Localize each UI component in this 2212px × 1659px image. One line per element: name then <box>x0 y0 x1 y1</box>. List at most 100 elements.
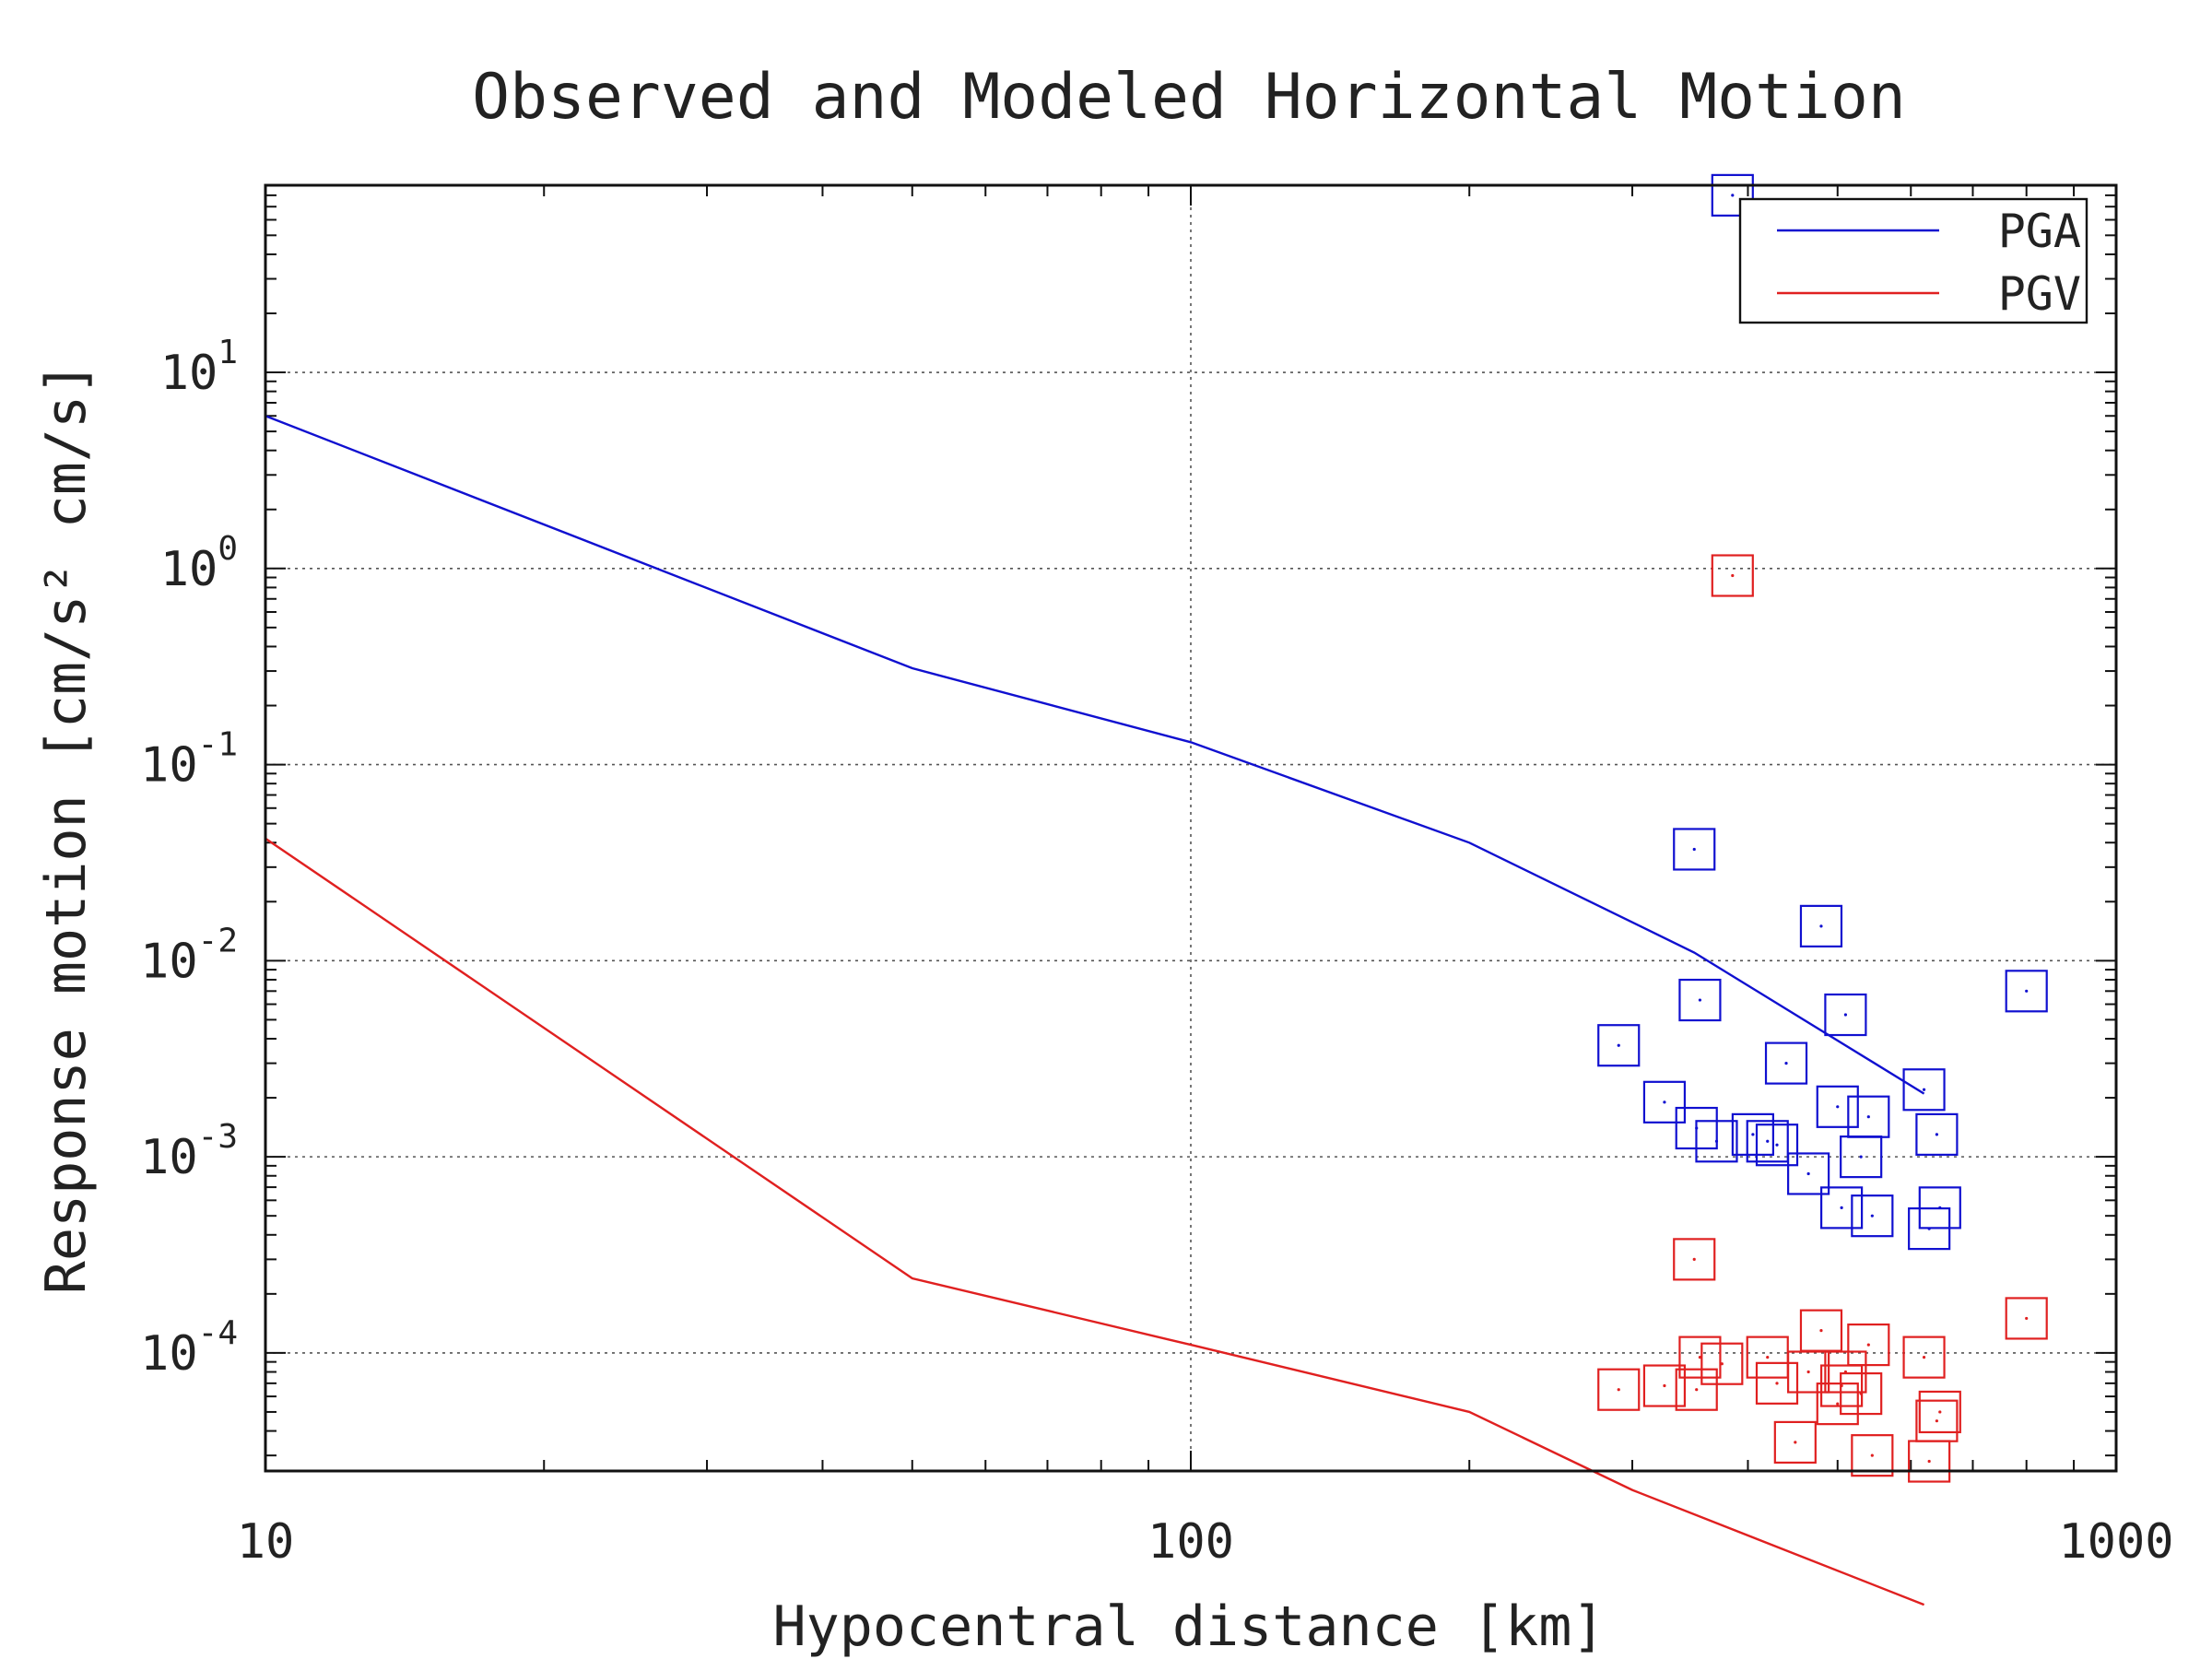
pga-observed-point <box>1787 1152 1830 1195</box>
pgv-observed-center <box>1859 1392 1863 1395</box>
pgv-observed-center <box>1766 1356 1770 1359</box>
pga-observed-point <box>1642 1080 1687 1124</box>
y-tick-label: 10-2 <box>140 922 238 989</box>
pga-observed-point <box>1902 1068 1946 1112</box>
pgv-observed-point <box>1773 1420 1817 1465</box>
pgv-observed-point <box>1755 1361 1799 1405</box>
pgv-observed-center <box>1806 1370 1810 1374</box>
pgv-observed-center <box>1938 1410 1942 1414</box>
y-tick-exponent: 0 <box>218 530 238 568</box>
pga-observed-point <box>1824 993 1867 1037</box>
y-tick-exponent: 1 <box>218 334 238 371</box>
y-tick-label: 10-4 <box>140 1314 238 1382</box>
pgv-observed-point <box>2005 1297 2048 1340</box>
pga-observed-point <box>1820 1186 1864 1230</box>
y-tick-exponent: -1 <box>198 726 238 764</box>
pgv-observed-center <box>1870 1453 1874 1457</box>
pgv-observed-center <box>1775 1382 1779 1385</box>
x-tick-labels: 10 100 1000 <box>237 1514 2174 1570</box>
y-tick-base: 10 <box>160 346 218 401</box>
pga-observed-center <box>1775 1143 1779 1147</box>
pga-observed-center <box>2025 989 2029 993</box>
pga-observed-center <box>1819 924 1823 928</box>
pga-observed-point <box>1678 978 1722 1022</box>
pga-observed-point <box>1816 1085 1859 1128</box>
pgv-observed-center <box>1836 1402 1840 1406</box>
pgv-observed-center <box>1819 1329 1823 1333</box>
pgv-observed-point <box>1642 1364 1687 1407</box>
pgv-observed-center <box>1922 1356 1926 1359</box>
y-tick-base: 10 <box>140 1326 198 1382</box>
pga-observed-point <box>1746 1120 1789 1163</box>
pga-observed-center <box>1731 194 1735 197</box>
x-tick-label: 100 <box>1147 1514 1234 1570</box>
pga-observed-center <box>1692 847 1696 852</box>
y-tick-label: 100 <box>160 530 238 597</box>
pga-observed-point <box>1695 1120 1738 1163</box>
pgv-model-line <box>265 837 1925 1606</box>
pga-observed-center <box>1663 1100 1666 1104</box>
y-tick-label: 101 <box>160 334 238 401</box>
pga-observed-center <box>1698 998 1702 1002</box>
pga-observed-center <box>1859 1155 1863 1159</box>
pgv-observed-point <box>1678 1335 1722 1379</box>
y-tick-base: 10 <box>160 542 218 597</box>
pga-observed-center <box>1866 1115 1870 1119</box>
pgv-observed-center <box>1866 1343 1870 1347</box>
pgv-observed-center <box>1617 1388 1620 1392</box>
pga-observed-point <box>1597 1024 1641 1067</box>
pga-observed-center <box>1836 1105 1840 1109</box>
pga-observed-point <box>1847 1095 1890 1138</box>
y-tick-exponent: -2 <box>198 922 238 959</box>
pga-observed-point <box>1755 1124 1799 1167</box>
pga-observed-center <box>1938 1206 1942 1209</box>
pgv-observed-point <box>1918 1390 1961 1434</box>
grid <box>265 185 2116 1471</box>
pga-observed-center <box>1766 1139 1770 1143</box>
pga-observed-center <box>1843 1013 1848 1017</box>
pgv-observed-point <box>1915 1399 1959 1442</box>
x-axis-label: Hypocentral distance [km] <box>772 1594 1605 1659</box>
y-tick-label: 10-1 <box>140 726 238 794</box>
pgv-observed-center <box>1663 1383 1666 1388</box>
pga-observed-center <box>1784 1062 1788 1065</box>
pgv-observed-center <box>1927 1459 1931 1464</box>
pga-observed-point <box>1764 1041 1808 1085</box>
y-tick-exponent: -3 <box>198 1118 238 1156</box>
pga-observed-center <box>1922 1088 1926 1091</box>
pga-observed-center <box>1935 1133 1939 1136</box>
pga-observed-point <box>1673 828 1716 871</box>
pgv-observed-point <box>1840 1371 1883 1416</box>
chart-title: Observed and Modeled Horizontal Motion <box>472 61 1906 134</box>
pga-observed-point <box>1851 1194 1894 1238</box>
pga-observed-center <box>1714 1139 1719 1143</box>
pga-observed-point <box>1799 904 1843 947</box>
pgv-observed-point <box>1675 1368 1718 1411</box>
pgv-observed-point <box>1902 1335 1946 1379</box>
pgv-observed-point <box>1673 1238 1716 1281</box>
pga-model-line <box>265 415 1925 1095</box>
pga-observed-point <box>1711 173 1754 217</box>
x-tick-label: 10 <box>237 1514 295 1570</box>
pgv-observed-point <box>1847 1323 1890 1367</box>
legend-pga-label: PGA <box>1998 205 2081 258</box>
pga-observed-center <box>1840 1206 1843 1209</box>
pga-observed-center <box>1617 1043 1620 1047</box>
pgv-observed-point <box>1700 1342 1744 1385</box>
pgv-observed-point <box>1816 1382 1859 1426</box>
y-tick-exponent: -4 <box>198 1314 238 1352</box>
pgv-observed-point <box>1597 1368 1641 1411</box>
pga-observed-center <box>1870 1214 1874 1218</box>
pga-observed-point <box>2005 970 2048 1013</box>
y-tick-label: 10-3 <box>140 1118 238 1185</box>
pgv-observed-center <box>1794 1441 1797 1444</box>
pgv-observed-center <box>2025 1316 2029 1321</box>
pgv-observed-point <box>1711 554 1754 597</box>
x-tick-label: 1000 <box>2058 1514 2173 1570</box>
y-axis-label: Response motion [cm/s² cm/s] <box>34 362 99 1294</box>
pgv-observed-center <box>1695 1388 1699 1392</box>
pga-observed-center <box>1806 1171 1810 1176</box>
pgv-observed-center <box>1935 1419 1939 1423</box>
